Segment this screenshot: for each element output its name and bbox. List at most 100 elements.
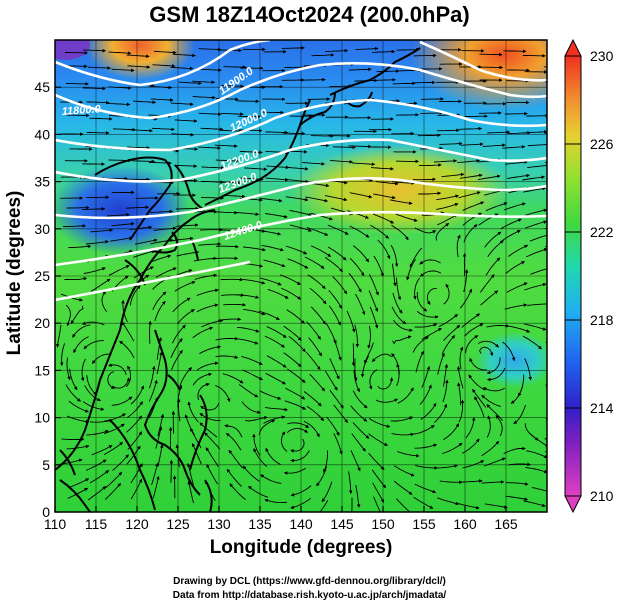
- streamline: [242, 465, 260, 482]
- x-tick-label: 130: [207, 516, 231, 532]
- streamline: [392, 292, 403, 314]
- streamline: [348, 144, 372, 149]
- streamline: [397, 387, 414, 404]
- streamline: [302, 77, 326, 82]
- streamline: [412, 336, 429, 353]
- streamline: [287, 258, 309, 269]
- streamline: [283, 467, 306, 475]
- streamline: [326, 416, 340, 436]
- x-tick-label: 110: [44, 516, 67, 532]
- streamline: [236, 338, 259, 345]
- streamline: [417, 133, 441, 138]
- streamline: [442, 442, 463, 454]
- streamline: [353, 370, 360, 393]
- streamline: [351, 497, 353, 512]
- streamline: [125, 365, 132, 387]
- streamline: [149, 85, 173, 90]
- streamline: [414, 483, 437, 494]
- streamline: [529, 433, 547, 447]
- streamline: [396, 363, 400, 386]
- streamline: [157, 444, 164, 467]
- streamline: [243, 246, 266, 252]
- streamline: [437, 497, 460, 506]
- streamline: [121, 321, 135, 342]
- streamline: [481, 394, 501, 407]
- streamline: [393, 480, 413, 495]
- streamline: [285, 196, 309, 202]
- streamline: [284, 400, 307, 410]
- streamline: [258, 419, 276, 435]
- streamline: [436, 194, 459, 201]
- streamline: [59, 343, 66, 367]
- streamline: [64, 51, 88, 55]
- streamline: [368, 452, 385, 470]
- streamline: [64, 276, 88, 281]
- streamline: [333, 404, 348, 423]
- streamline: [259, 390, 282, 400]
- streamline: [443, 423, 460, 441]
- streamline: [87, 66, 111, 70]
- streamline: [106, 212, 130, 217]
- streamline: [435, 464, 458, 469]
- streamline: [219, 129, 243, 133]
- x-tick-label: 125: [166, 516, 190, 532]
- streamline: [372, 213, 395, 224]
- streamline: [522, 175, 546, 181]
- streamline: [502, 145, 526, 149]
- streamline: [416, 310, 439, 319]
- streamline: [104, 482, 121, 500]
- streamline: [307, 274, 326, 290]
- streamline: [199, 412, 221, 422]
- streamline: [103, 423, 125, 435]
- streamline: [228, 449, 243, 469]
- streamline: [108, 265, 130, 276]
- streamline: [223, 65, 247, 69]
- streamline: [214, 144, 238, 148]
- streamline: [373, 255, 384, 277]
- streamline: [464, 323, 484, 337]
- streamline: [530, 268, 547, 275]
- streamline: [309, 287, 327, 305]
- streamline: [462, 438, 480, 454]
- streamline: [229, 483, 246, 500]
- streamline: [171, 133, 195, 137]
- streamline: [393, 465, 415, 477]
- coastlines: [55, 47, 421, 512]
- streamline: [261, 244, 284, 252]
- streamline: [111, 68, 135, 73]
- streamline: [265, 130, 289, 135]
- streamline: [155, 426, 163, 449]
- streamline: [390, 244, 399, 267]
- streamline: [464, 335, 479, 354]
- streamline: [308, 337, 322, 357]
- colorbar-tick-label: 218: [590, 312, 614, 328]
- streamline: [459, 288, 473, 309]
- x-tick-label: 140: [289, 516, 313, 532]
- streamline: [459, 126, 483, 131]
- streamline: [472, 388, 487, 408]
- streamline: [329, 389, 344, 409]
- streamline: [151, 462, 159, 486]
- streamline: [485, 202, 508, 212]
- streamline: [178, 81, 202, 86]
- streamline: [215, 336, 239, 341]
- y-tick-label: 15: [34, 362, 50, 378]
- streamline: [413, 424, 435, 435]
- streamline: [349, 192, 373, 199]
- streamline: [281, 46, 305, 50]
- streamline: [245, 416, 268, 422]
- streamline: [258, 229, 282, 236]
- streamline: [86, 100, 110, 105]
- y-tick-label: 45: [34, 79, 50, 95]
- streamline: [456, 234, 461, 258]
- streamline: [170, 349, 183, 371]
- streamline: [285, 245, 308, 255]
- streamline: [375, 398, 398, 403]
- streamline: [65, 304, 71, 327]
- streamline: [129, 128, 153, 133]
- streamline: [288, 336, 306, 353]
- streamline: [304, 256, 325, 269]
- streamline: [348, 471, 353, 495]
- streamline: [103, 441, 124, 456]
